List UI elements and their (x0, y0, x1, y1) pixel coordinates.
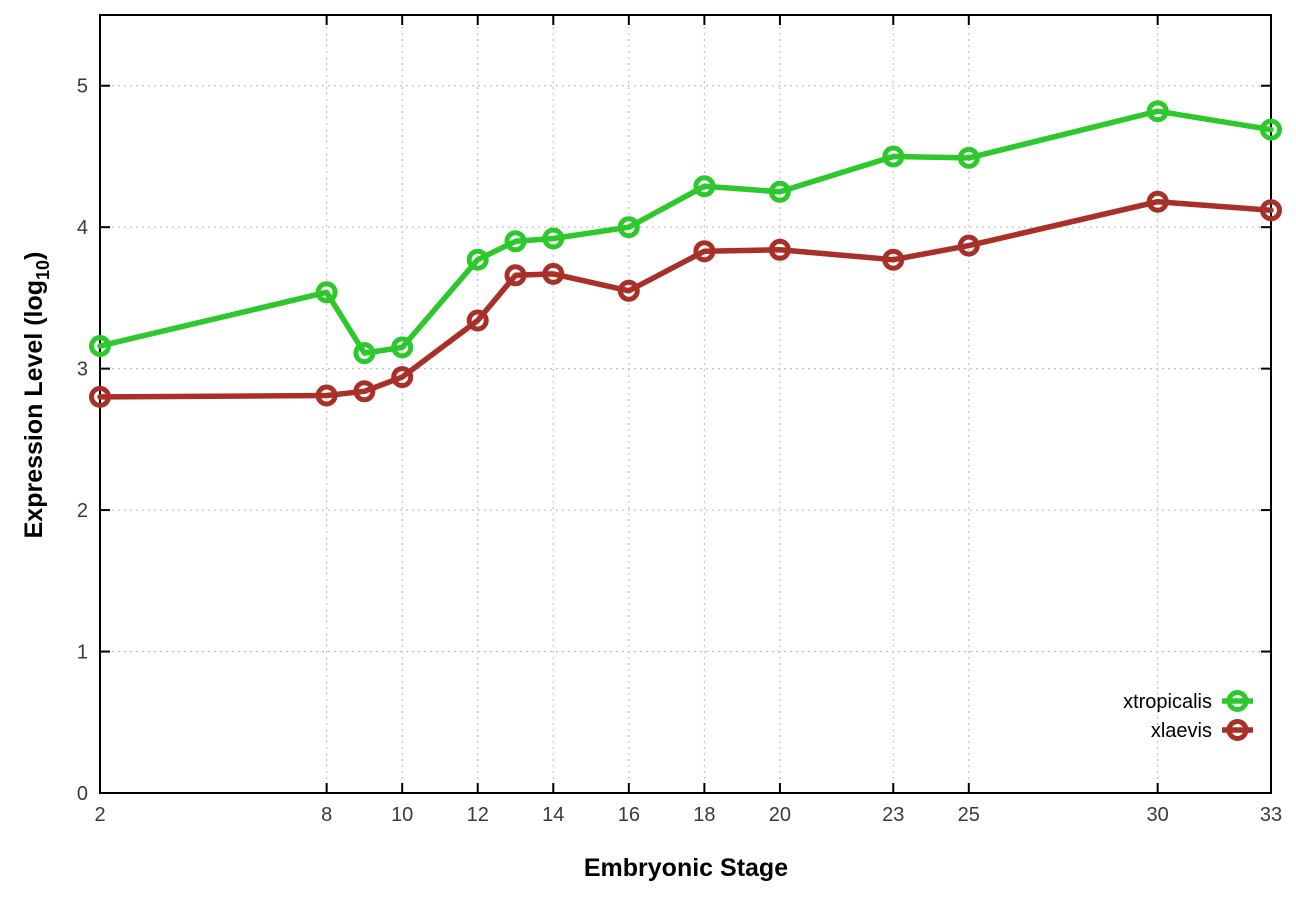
data-marker-xlaevis (617, 279, 640, 302)
y-axis-title-subscript: 10 (33, 260, 53, 280)
legend: xtropicalis xlaevis (1123, 690, 1253, 742)
data-marker-xtropicalis (542, 227, 565, 250)
y-tick-label: 3 (77, 359, 88, 381)
x-tick-label: 23 (882, 804, 904, 826)
y-tick-label: 1 (77, 642, 88, 664)
data-marker-xlaevis (391, 366, 414, 389)
data-series (89, 100, 1282, 408)
x-tick-label: 12 (467, 804, 489, 826)
x-tick-label: 8 (321, 804, 332, 826)
data-marker-xtropicalis (391, 336, 414, 359)
legend-sample-marker-xlaevis (1226, 719, 1249, 741)
y-tick-label: 2 (77, 500, 88, 522)
data-marker-xtropicalis (466, 248, 489, 271)
data-marker-xlaevis (882, 248, 905, 271)
axis-ticks (99, 15, 1272, 794)
x-tick-label: 33 (1260, 804, 1282, 826)
data-marker-xtropicalis (1146, 100, 1169, 123)
data-marker-xlaevis (504, 264, 527, 287)
y-tick-label: 4 (77, 217, 88, 239)
x-tick-label: 10 (391, 804, 413, 826)
data-marker-xlaevis (1260, 199, 1282, 222)
data-marker-xlaevis (1146, 190, 1169, 213)
x-tick-label: 25 (958, 804, 980, 826)
plot-border (99, 14, 1272, 794)
data-marker-xtropicalis (504, 230, 527, 253)
data-marker-xlaevis (957, 234, 980, 257)
y-tick-label: 5 (77, 76, 88, 98)
data-marker-xlaevis (89, 385, 111, 408)
x-tick-label: 20 (769, 804, 791, 826)
data-marker-xtropicalis (1260, 118, 1282, 141)
legend-label-xtropicalis: xtropicalis (1123, 691, 1212, 713)
x-tick-label: 30 (1147, 804, 1169, 826)
data-marker-xlaevis (353, 380, 376, 403)
series-line-xlaevis (97, 198, 1274, 400)
data-marker-xtropicalis (957, 146, 980, 169)
data-marker-xtropicalis (693, 175, 716, 198)
data-marker-xlaevis (693, 240, 716, 263)
legend-sample-marker-xtropicalis (1226, 690, 1249, 712)
data-marker-xlaevis (768, 238, 791, 261)
x-tick-label: 14 (542, 804, 564, 826)
y-tick-label: 0 (77, 783, 88, 805)
data-marker-xtropicalis (353, 342, 376, 365)
data-marker-xtropicalis (89, 335, 111, 357)
data-marker-xlaevis (542, 262, 565, 285)
data-marker-xtropicalis (768, 180, 791, 203)
data-marker-xtropicalis (315, 281, 338, 304)
y-axis-title-main: Expression Level (log (20, 280, 48, 538)
x-axis-title: Embryonic Stage (584, 854, 788, 882)
gridlines (100, 15, 1271, 793)
x-tick-label: 2 (94, 804, 105, 826)
legend-label-xlaevis: xlaevis (1151, 720, 1212, 742)
y-axis-title-close: ) (20, 252, 48, 260)
x-tick-label: 18 (693, 804, 715, 826)
y-axis-title: Expression Level (log10) (20, 252, 53, 539)
data-marker-xlaevis (315, 384, 338, 407)
data-marker-xlaevis (466, 309, 489, 332)
data-marker-xtropicalis (617, 216, 640, 239)
series-line-xtropicalis (97, 108, 1274, 356)
data-marker-xtropicalis (882, 145, 905, 168)
x-tick-label: 16 (618, 804, 640, 826)
